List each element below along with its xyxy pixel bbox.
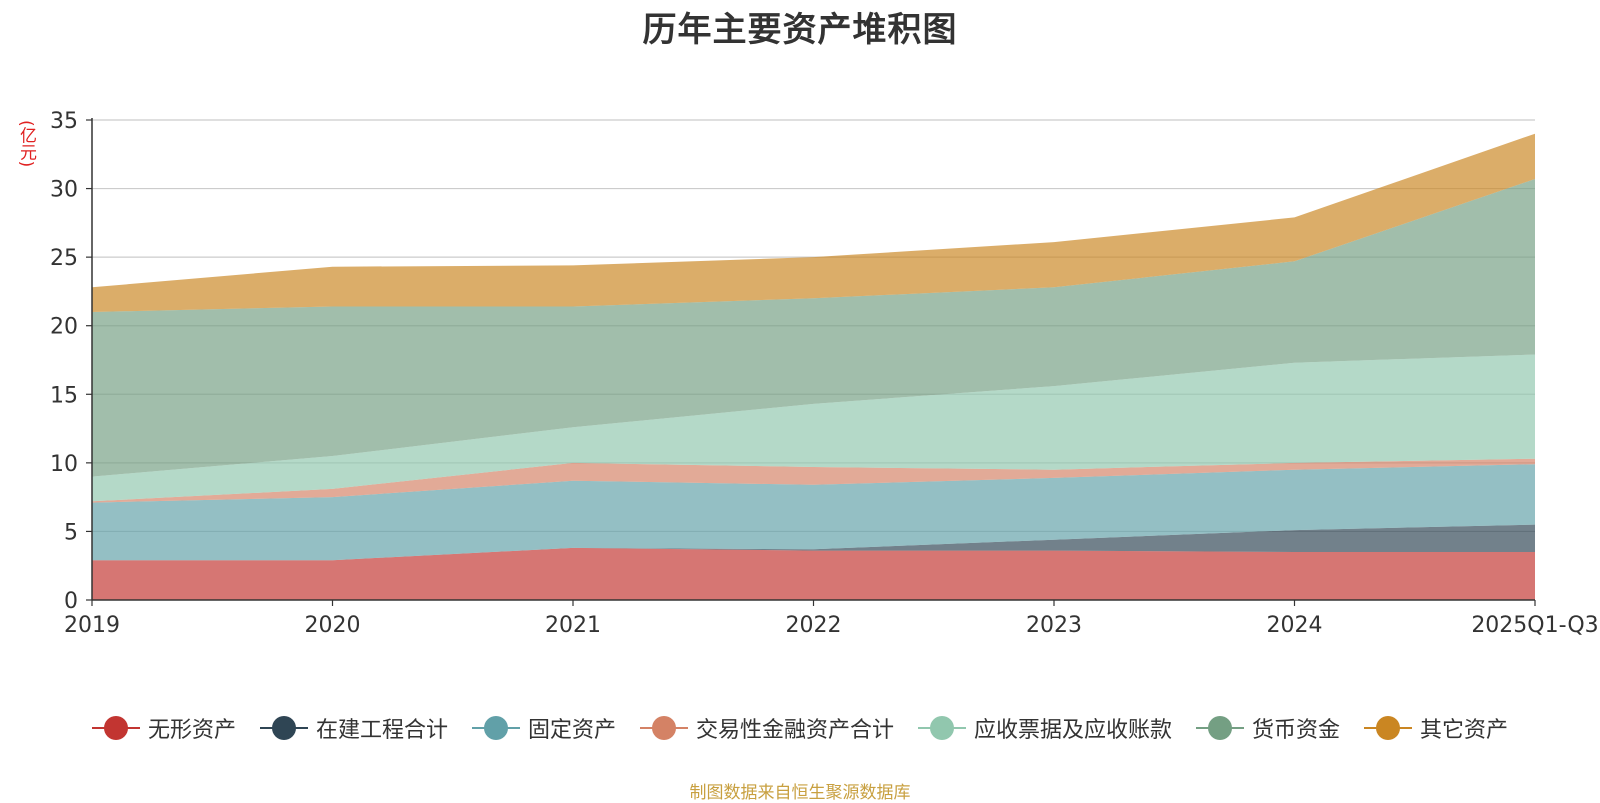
legend-item[interactable]: 其它资产	[1364, 712, 1508, 744]
legend-item[interactable]: 在建工程合计	[259, 712, 448, 744]
legend-marker-icon	[639, 716, 688, 740]
legend-label: 应收票据及应收账款	[974, 718, 1173, 743]
legend-label: 交易性金融资产合计	[695, 718, 894, 743]
y-tick-label: 20	[50, 315, 78, 340]
legend-item[interactable]: 应收票据及应收账款	[918, 712, 1172, 744]
legend-label: 固定资产	[527, 718, 616, 743]
y-tick-label: 0	[64, 589, 78, 614]
legend-marker-icon	[1196, 716, 1245, 740]
legend-item[interactable]: 固定资产	[471, 712, 616, 744]
x-tick-label: 2021	[545, 613, 601, 638]
legend-marker-icon	[1364, 716, 1413, 740]
area-series-5	[92, 179, 1535, 477]
x-tick-label: 2019	[64, 613, 120, 638]
legend: 无形资产 在建工程合计 固定资产 交易性金融资产合计 应收票据及应收账款 货币资金 其它资产	[0, 712, 1600, 744]
legend-label: 无形资产	[147, 718, 236, 743]
y-tick-label: 25	[50, 246, 78, 271]
area-series-2	[92, 464, 1535, 561]
y-tick-label: 10	[50, 452, 78, 477]
legend-marker-icon	[259, 716, 308, 740]
y-tick-label: 15	[50, 383, 78, 408]
legend-item[interactable]: 货币资金	[1196, 712, 1340, 744]
chart-plot: 0 5 10 15 20 25 30 35 2019 2020 2021 2022 2023 2024 20…	[50, 109, 1599, 638]
area-series-6	[92, 133, 1535, 312]
x-tick-label: 2022	[786, 613, 842, 638]
chart-title: 历年主要资产堆积图	[642, 10, 958, 50]
x-tick-label: 2024	[1267, 613, 1323, 638]
legend-marker-icon	[471, 716, 520, 740]
legend-marker-icon	[918, 716, 966, 740]
y-tick-label: 5	[64, 520, 78, 545]
x-tick-label: 2025Q1-Q3	[1471, 613, 1598, 638]
y-axis-unit: (亿元)	[16, 120, 36, 168]
area-series-3	[92, 458, 1535, 503]
legend-item[interactable]: 无形资产	[91, 712, 236, 744]
legend-label: 货币资金	[1252, 718, 1341, 743]
x-tick-label: 2023	[1026, 613, 1082, 638]
legend-label: 在建工程合计	[315, 718, 448, 743]
x-tick-label: 2020	[305, 613, 361, 638]
y-tick-label: 35	[50, 109, 78, 134]
legend-label: 其它资产	[1420, 718, 1509, 743]
y-tick-label: 30	[50, 178, 78, 203]
area-series-0	[92, 547, 1535, 600]
source-note: 制图数据来自恒生聚源数据库	[689, 783, 911, 803]
area-series-4	[92, 354, 1535, 502]
legend-marker-icon	[91, 716, 140, 740]
legend-item[interactable]: 交易性金融资产合计	[639, 712, 894, 744]
area-series-1	[92, 524, 1535, 561]
